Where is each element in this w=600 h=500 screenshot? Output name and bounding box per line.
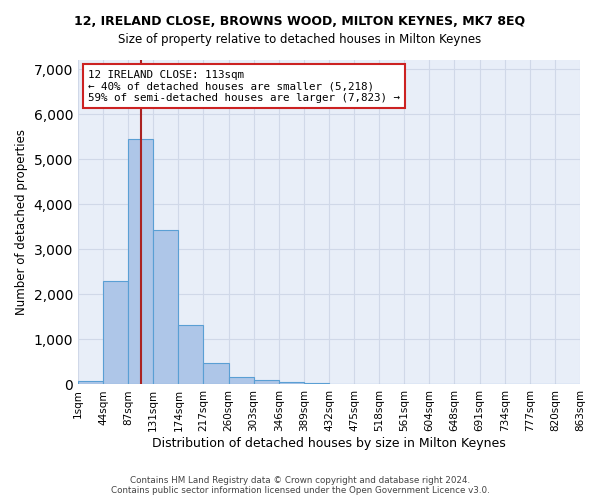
Text: 12 IRELAND CLOSE: 113sqm
← 40% of detached houses are smaller (5,218)
59% of sem: 12 IRELAND CLOSE: 113sqm ← 40% of detach… — [88, 70, 400, 103]
Bar — [254, 380, 279, 384]
Bar — [279, 382, 304, 384]
Bar — [153, 230, 178, 384]
Bar — [178, 326, 203, 384]
Bar — [128, 139, 153, 384]
Text: Contains HM Land Registry data © Crown copyright and database right 2024.
Contai: Contains HM Land Registry data © Crown c… — [110, 476, 490, 495]
Bar — [103, 281, 128, 384]
Bar — [78, 381, 103, 384]
Y-axis label: Number of detached properties: Number of detached properties — [15, 129, 28, 315]
Text: 12, IRELAND CLOSE, BROWNS WOOD, MILTON KEYNES, MK7 8EQ: 12, IRELAND CLOSE, BROWNS WOOD, MILTON K… — [74, 15, 526, 28]
Bar — [203, 364, 229, 384]
Text: Size of property relative to detached houses in Milton Keynes: Size of property relative to detached ho… — [118, 32, 482, 46]
X-axis label: Distribution of detached houses by size in Milton Keynes: Distribution of detached houses by size … — [152, 437, 506, 450]
Bar — [229, 377, 254, 384]
Bar — [304, 383, 329, 384]
